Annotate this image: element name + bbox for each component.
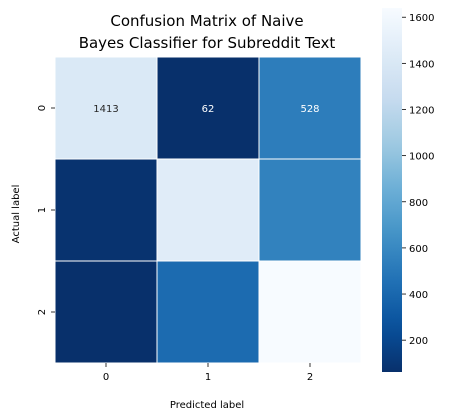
heatmap-cell-1-1 xyxy=(156,158,260,262)
chart-title-line2: Bayes Classifier for Subreddit Text xyxy=(79,34,336,52)
colorbar-gradient xyxy=(382,8,402,372)
y-tick-label: 0 xyxy=(37,105,48,111)
heatmap-cell-1-0 xyxy=(54,158,158,262)
cell-value-label-0-0: 1413 xyxy=(93,104,118,115)
colorbar-tick-label: 1200 xyxy=(409,105,434,116)
colorbar-tick-label: 600 xyxy=(409,244,428,255)
heatmap-cell-2-1 xyxy=(156,260,260,364)
heatmap-cell-1-2 xyxy=(258,158,362,262)
x-axis-label: Predicted label xyxy=(170,400,244,411)
cell-value-label-0-2: 528 xyxy=(300,104,319,115)
heatmap-cell-2-0 xyxy=(54,260,158,364)
y-tick-label: 1 xyxy=(37,207,48,213)
x-tick-label: 0 xyxy=(103,372,109,383)
y-axis-label: Actual label xyxy=(11,185,22,244)
heatmap-cell-2-2 xyxy=(258,260,362,364)
colorbar-tick-label: 1000 xyxy=(409,152,434,163)
x-tick-label: 2 xyxy=(307,372,313,383)
colorbar-tick-label: 200 xyxy=(409,336,428,347)
heatmap-cell-0-0 xyxy=(54,56,158,160)
colorbar-tick-label: 400 xyxy=(409,290,428,301)
x-tick-label: 1 xyxy=(205,372,211,383)
y-ticks: 0 1 2 xyxy=(37,105,55,315)
colorbar-tick-label: 1400 xyxy=(409,59,434,70)
x-ticks: 0 1 2 xyxy=(103,363,313,383)
colorbar: 200 400 600 800 1000 1200 1400 1600 xyxy=(382,8,434,372)
heatmap-cell-0-1 xyxy=(156,56,260,160)
colorbar-tick-label: 1600 xyxy=(409,13,434,24)
heatmap-cells: 1413 62 528 xyxy=(54,56,362,364)
colorbar-tick-label: 800 xyxy=(409,198,428,209)
y-tick-label: 2 xyxy=(37,309,48,315)
heatmap-cell-0-2 xyxy=(258,56,362,160)
chart-title-line1: Confusion Matrix of Naive xyxy=(110,12,303,30)
cell-value-label-0-1: 62 xyxy=(202,104,215,115)
